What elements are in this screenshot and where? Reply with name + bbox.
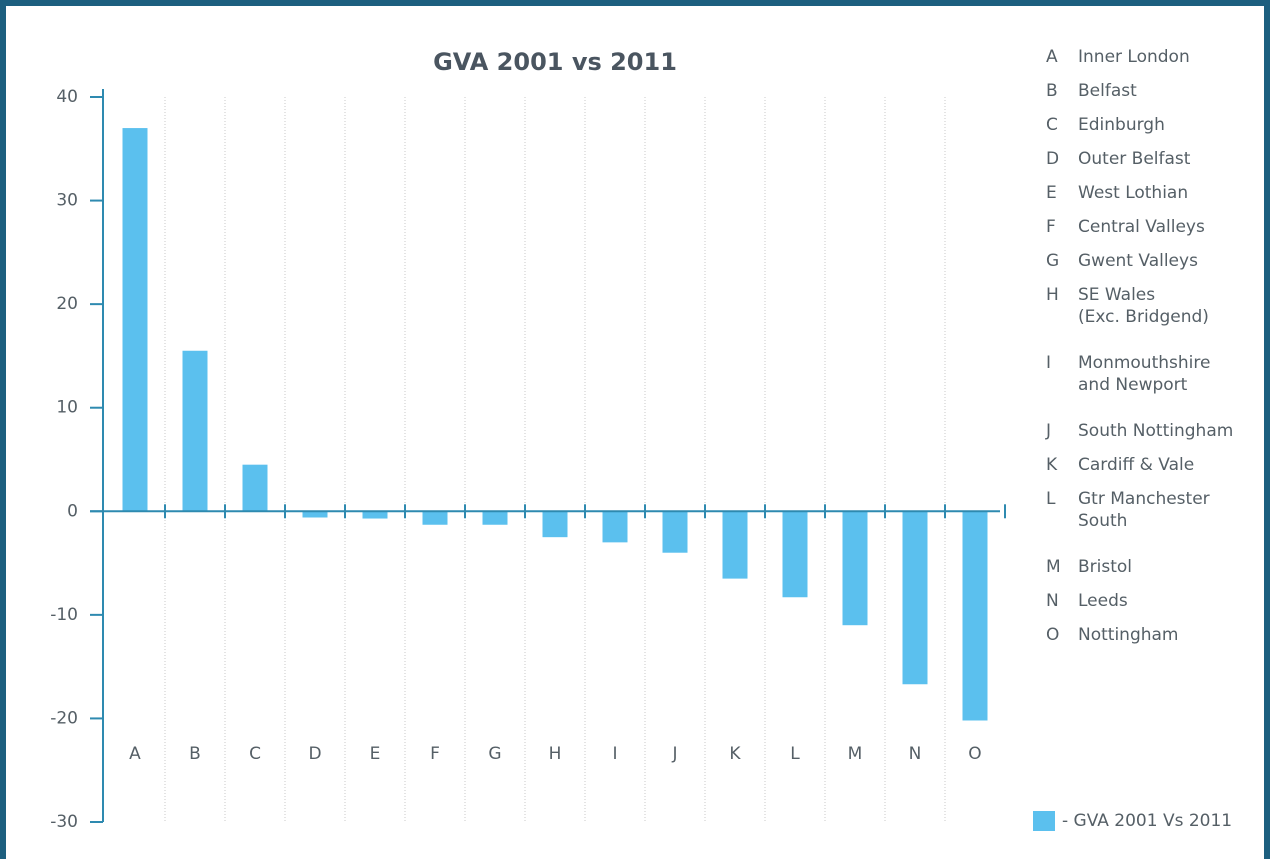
bar	[662, 511, 688, 553]
bar	[182, 350, 208, 512]
y-tick-label: -10	[50, 605, 78, 625]
key-name: South Nottingham	[1078, 421, 1233, 441]
bar	[302, 511, 328, 518]
bar	[842, 511, 868, 626]
y-tick-label: -20	[50, 708, 78, 728]
y-tick-label: 20	[56, 294, 78, 314]
key-letter: E	[1046, 183, 1057, 203]
key-letter: L	[1046, 489, 1056, 509]
x-tick-label: B	[189, 744, 201, 764]
bar	[122, 128, 148, 512]
key-name: Belfast	[1078, 81, 1137, 101]
x-tick-label: A	[129, 744, 141, 764]
y-tick-label: 30	[56, 191, 78, 211]
x-tick-label: O	[968, 744, 981, 764]
x-tick-label: G	[488, 744, 501, 764]
key-name: Monmouthshire	[1078, 353, 1210, 373]
key-letter: K	[1046, 455, 1058, 475]
x-tick-label: J	[671, 744, 677, 764]
key-name: Gtr Manchester	[1078, 489, 1210, 509]
key-name: Inner London	[1078, 47, 1190, 67]
bar	[542, 511, 568, 538]
bar	[902, 511, 928, 685]
key-letter: I	[1046, 353, 1051, 373]
key-name: Leeds	[1078, 591, 1128, 611]
x-tick-label: I	[612, 744, 617, 764]
x-tick-label: M	[848, 744, 863, 764]
key-letter: M	[1046, 557, 1061, 577]
key-name: Nottingham	[1078, 625, 1179, 645]
key-name: Edinburgh	[1078, 115, 1165, 135]
key-letter: D	[1046, 149, 1059, 169]
bar	[242, 464, 268, 512]
legend-swatch	[1033, 811, 1055, 831]
key-name: Outer Belfast	[1078, 149, 1191, 169]
y-tick-label: 40	[56, 87, 78, 107]
legend-label: - GVA 2001 Vs 2011	[1062, 811, 1232, 831]
key-letter: H	[1046, 285, 1059, 305]
x-tick-label: K	[729, 744, 741, 764]
key-letter: C	[1046, 115, 1058, 135]
key-name: Bristol	[1078, 557, 1132, 577]
bar	[962, 511, 988, 721]
bar	[722, 511, 748, 579]
key-letter: J	[1045, 421, 1051, 441]
chart-title: GVA 2001 vs 2011	[433, 48, 677, 76]
key-name: (Exc. Bridgend)	[1078, 307, 1209, 327]
key-name: Cardiff & Vale	[1078, 455, 1194, 475]
x-tick-label: E	[370, 744, 381, 764]
key-name: SE Wales	[1078, 285, 1155, 305]
x-tick-label: F	[430, 744, 440, 764]
x-tick-label: H	[549, 744, 562, 764]
bar	[362, 511, 388, 519]
y-tick-label: 0	[67, 501, 78, 521]
key-letter: F	[1046, 217, 1056, 237]
bar	[782, 511, 808, 598]
y-tick-label: -30	[50, 812, 78, 832]
key-letter: A	[1046, 47, 1058, 67]
key-letter: O	[1046, 625, 1059, 645]
x-tick-label: N	[909, 744, 922, 764]
x-tick-label: C	[249, 744, 261, 764]
key-letter: B	[1046, 81, 1058, 101]
key-letter: N	[1046, 591, 1059, 611]
bar	[422, 511, 448, 525]
x-tick-label: L	[790, 744, 800, 764]
x-tick-label: D	[308, 744, 321, 764]
bar	[602, 511, 628, 543]
key-name: Gwent Valleys	[1078, 251, 1198, 271]
key-name: West Lothian	[1078, 183, 1188, 203]
key-letter: G	[1046, 251, 1059, 271]
y-tick-label: 10	[56, 398, 78, 418]
key-name: Central Valleys	[1078, 217, 1205, 237]
bar	[482, 511, 508, 525]
key-name: South	[1078, 511, 1127, 531]
key-name: and Newport	[1078, 375, 1188, 395]
